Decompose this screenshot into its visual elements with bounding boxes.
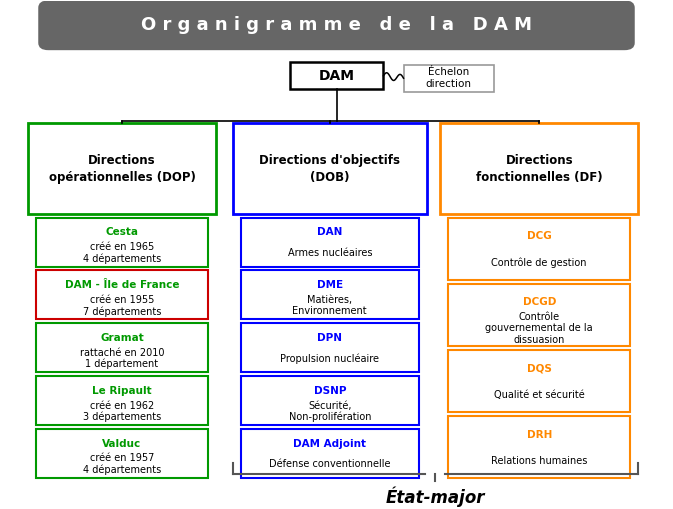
Text: DCG: DCG <box>527 231 552 241</box>
Text: Directions
fonctionnelles (DF): Directions fonctionnelles (DF) <box>476 154 602 184</box>
Text: Qualité et sécurité: Qualité et sécurité <box>494 389 585 400</box>
Text: Gramat: Gramat <box>100 333 144 343</box>
Text: Cesta: Cesta <box>106 227 139 237</box>
FancyBboxPatch shape <box>241 270 419 320</box>
Text: DME: DME <box>317 280 343 290</box>
Text: DAN: DAN <box>317 227 343 237</box>
Text: créé en 1957
4 départements: créé en 1957 4 départements <box>83 454 161 475</box>
Text: Échelon
direction: Échelon direction <box>426 67 472 90</box>
FancyBboxPatch shape <box>448 217 630 280</box>
FancyBboxPatch shape <box>404 65 494 92</box>
Text: créé en 1955
7 départements: créé en 1955 7 départements <box>83 295 162 317</box>
FancyBboxPatch shape <box>36 429 208 478</box>
Text: DPN: DPN <box>317 333 343 343</box>
Text: DQS: DQS <box>527 363 552 374</box>
Text: Directions d'objectifs
(DOB): Directions d'objectifs (DOB) <box>259 154 400 184</box>
Text: Valduc: Valduc <box>102 439 141 449</box>
FancyBboxPatch shape <box>36 323 208 372</box>
Text: DSNP: DSNP <box>314 386 346 396</box>
FancyBboxPatch shape <box>241 429 419 478</box>
FancyBboxPatch shape <box>233 123 427 214</box>
FancyBboxPatch shape <box>448 284 630 346</box>
FancyBboxPatch shape <box>241 217 419 267</box>
Text: Contrôle de gestion: Contrôle de gestion <box>491 257 587 268</box>
FancyBboxPatch shape <box>241 323 419 372</box>
FancyBboxPatch shape <box>28 123 216 214</box>
Text: Défense conventionnelle: Défense conventionnelle <box>269 459 390 469</box>
Text: rattaché en 2010
1 département: rattaché en 2010 1 département <box>80 348 164 370</box>
Text: Contrôle
gouvernemental de la
dissuasion: Contrôle gouvernemental de la dissuasion <box>485 312 593 345</box>
Text: DAM - Île de France: DAM - Île de France <box>65 280 179 290</box>
FancyBboxPatch shape <box>38 1 635 50</box>
FancyBboxPatch shape <box>36 376 208 425</box>
Text: créé en 1962
3 départements: créé en 1962 3 départements <box>83 401 161 422</box>
FancyBboxPatch shape <box>440 123 638 214</box>
FancyBboxPatch shape <box>36 270 208 320</box>
FancyBboxPatch shape <box>289 63 384 89</box>
Text: Directions
opérationnelles (DOP): Directions opérationnelles (DOP) <box>48 154 195 184</box>
Text: O r g a n i g r a m m e   d e   l a   D A M: O r g a n i g r a m m e d e l a D A M <box>141 16 532 34</box>
FancyBboxPatch shape <box>448 416 630 478</box>
Text: Matières,
Environnement: Matières, Environnement <box>293 295 367 316</box>
Text: Le Ripault: Le Ripault <box>92 386 152 396</box>
FancyBboxPatch shape <box>36 217 208 267</box>
Text: Propulsion nucléaire: Propulsion nucléaire <box>280 353 380 364</box>
Text: DAM: DAM <box>318 69 355 83</box>
FancyBboxPatch shape <box>241 376 419 425</box>
Text: DRH: DRH <box>526 430 552 440</box>
Text: Relations humaines: Relations humaines <box>491 456 588 466</box>
Text: DAM Adjoint: DAM Adjoint <box>293 439 366 449</box>
Text: État-major: État-major <box>386 487 485 507</box>
Text: créé en 1965
4 départements: créé en 1965 4 départements <box>83 242 161 264</box>
Text: DCGD: DCGD <box>522 297 556 307</box>
Text: Armes nucléaires: Armes nucléaires <box>287 248 372 258</box>
FancyBboxPatch shape <box>448 350 630 412</box>
Text: Sécurité,
Non-prolifération: Sécurité, Non-prolifération <box>289 401 371 422</box>
